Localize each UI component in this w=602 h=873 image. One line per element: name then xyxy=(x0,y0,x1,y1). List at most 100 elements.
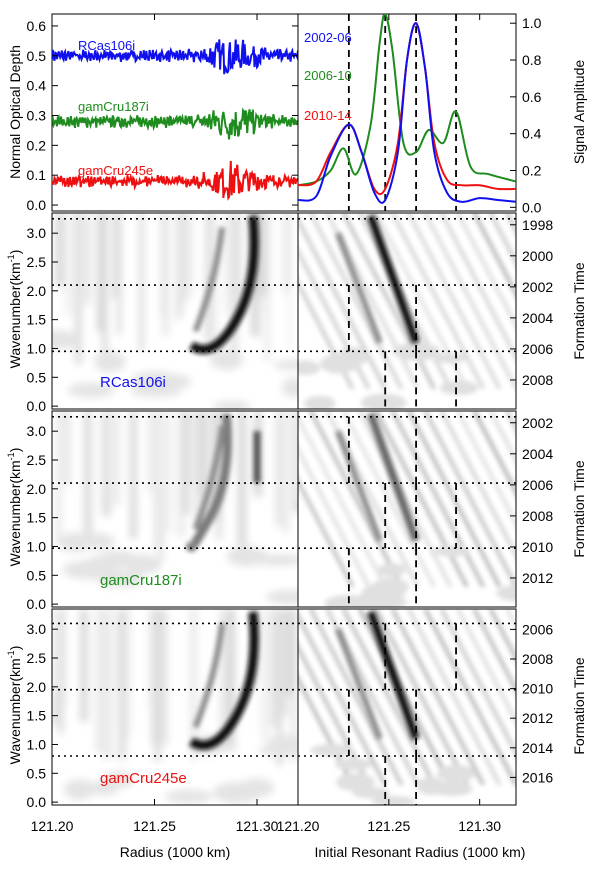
year-tick-label: 2012 xyxy=(522,570,553,586)
y-tick-label: 0.0 xyxy=(27,197,47,213)
year-tick-label: 2006 xyxy=(522,477,553,493)
wavelet-streak xyxy=(79,609,89,722)
wavelet-diagonal xyxy=(523,213,602,389)
wavelet-blob xyxy=(104,771,135,789)
wavelet-streak xyxy=(182,411,191,515)
y-label-signal-amplitude: Signal Amplitude xyxy=(571,60,587,165)
wavelet-streak xyxy=(295,411,298,501)
wavelet-streak xyxy=(158,411,164,561)
wavelet-blob xyxy=(360,393,407,409)
wavelet-diagonal xyxy=(374,609,469,786)
wavelet-diagonal xyxy=(308,213,404,390)
wavelet-diagonal xyxy=(523,411,602,587)
wavelet-radius-heatmap xyxy=(52,609,298,804)
wavelet-ridge xyxy=(335,430,383,542)
wavelet-streak xyxy=(101,411,112,517)
wavelet-streak xyxy=(236,213,244,317)
wavelet-radius-heatmap xyxy=(56,411,298,605)
profile-line-rcas106i xyxy=(52,39,298,75)
y-label-formation-time-1: Formation Time xyxy=(571,262,587,359)
year-tick-label: 2006 xyxy=(522,621,553,637)
wavelet-blob xyxy=(298,360,321,376)
wavelet-streak xyxy=(158,411,165,485)
wavelet-blob xyxy=(334,758,373,771)
wavelet-streak xyxy=(189,609,198,761)
wavelet-blob xyxy=(496,585,516,601)
wavelet-resonant-heatmap xyxy=(298,609,516,805)
y-tick-label: 1.5 xyxy=(27,510,47,526)
wavelet-streak xyxy=(118,609,127,760)
wavelet-blob xyxy=(67,382,115,398)
wavelet-streak xyxy=(257,213,265,296)
year-tick-label: 2010 xyxy=(522,539,553,555)
wavelet-diagonal xyxy=(298,445,371,588)
profile-line-gamcru187i xyxy=(52,107,298,140)
wavelet-diagonal xyxy=(298,215,387,390)
wavelet-diagonal xyxy=(472,411,516,497)
wavelet-blob xyxy=(52,330,81,350)
x-label-radius: Radius (1000 km) xyxy=(120,844,231,860)
wavelet-diagonal xyxy=(423,213,516,390)
wavelet-streak xyxy=(218,609,227,745)
wavelet-streak xyxy=(190,213,195,293)
year-tick-label: 2016 xyxy=(522,769,553,785)
wavelet-blob xyxy=(147,373,192,390)
wavelet-blob xyxy=(62,560,111,580)
y-tick-label: 0.4 xyxy=(522,126,542,142)
wavelet-diagonal xyxy=(439,411,516,560)
wavelet-diagonal xyxy=(407,411,502,588)
wavelet-blob xyxy=(226,545,268,567)
wavelet-streak xyxy=(260,609,270,740)
panel-label-gamcru245e: gamCru245e xyxy=(100,770,187,787)
wavelet-streak xyxy=(281,411,291,534)
x-tick-label-right: 121.30 xyxy=(458,818,501,834)
wavelet-blob xyxy=(165,789,213,804)
wavelet-diagonal xyxy=(308,609,404,786)
y-label-wavenumber-2: Wavenumber(km-1) xyxy=(6,448,23,567)
x-tick-label-left: 121.25 xyxy=(133,818,176,834)
wavelet-ridge xyxy=(192,227,226,333)
wavelet-streak xyxy=(175,213,184,316)
wavelet-streak xyxy=(214,213,219,361)
wavelet-blob xyxy=(436,764,476,783)
wavelet-ridge xyxy=(188,611,259,750)
series-label-gamcru245e: gamCru245e xyxy=(78,163,153,178)
y-tick-label: 2.5 xyxy=(27,650,47,666)
y-tick-label: 1.0 xyxy=(27,736,47,752)
wavelet-streak xyxy=(96,213,103,332)
series-label-rcas106i: RCas106i xyxy=(78,38,135,53)
wavelet-streak xyxy=(187,411,195,486)
panel-frame xyxy=(297,410,517,608)
wavelet-streak xyxy=(154,609,161,761)
wavelet-diagonal xyxy=(341,411,437,588)
y-tick-label: 2.0 xyxy=(27,481,47,497)
wavelet-streak xyxy=(261,213,268,297)
wavelet-diagonal xyxy=(456,609,516,726)
year-tick-label: 2004 xyxy=(522,446,553,462)
wavelet-streak xyxy=(216,411,221,522)
x-tick-label-right: 121.25 xyxy=(367,818,410,834)
wavelet-panel-rcas106i: 0.0 0.5 1.0 1.5 2.0 2.5 3.0 1998 2000 2002 2004 200… xyxy=(27,212,602,414)
wavelet-streak xyxy=(63,411,71,486)
wavelet-blob xyxy=(371,795,416,805)
wavelet-ridge xyxy=(366,610,420,741)
wavelet-streak xyxy=(201,411,209,500)
wavelet-blob xyxy=(281,377,298,398)
wavelet-blob xyxy=(434,352,467,364)
wavelet-diagonal xyxy=(298,413,387,588)
wavelet-streak xyxy=(231,213,238,360)
wavelet-streak xyxy=(125,609,131,738)
wavelet-resonant-heatmap xyxy=(298,213,602,409)
wavelet-diagonal xyxy=(374,411,469,588)
wavelet-streak xyxy=(153,411,158,550)
wavelet-blob xyxy=(273,359,298,371)
wavelet-diagonal xyxy=(456,213,516,330)
wavelet-streak xyxy=(101,213,108,369)
wavelet-diagonal xyxy=(298,476,355,588)
y-tick-label: 0.0 xyxy=(522,199,542,215)
wavelet-ridge xyxy=(335,628,383,740)
wavelet-diagonal xyxy=(472,213,516,299)
y-tick-label: 1.0 xyxy=(522,15,542,31)
wavelet-ridge xyxy=(188,215,259,354)
y-tick-label: 0.2 xyxy=(27,137,47,153)
